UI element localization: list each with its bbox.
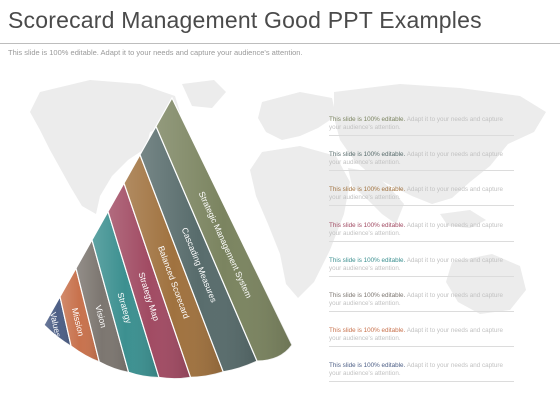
note-item: This slide is 100% editable. Adapt it to… xyxy=(329,327,509,343)
note-item: This slide is 100% editable. Adapt it to… xyxy=(329,362,509,378)
note-text: Adapt it to your needs and capture your … xyxy=(329,292,503,307)
note-lead: This slide is 100% editable. xyxy=(329,186,406,194)
slide-title: Scorecard Management Good PPT Examples xyxy=(8,7,482,33)
note-divider xyxy=(329,311,514,312)
note-divider xyxy=(329,240,514,242)
title-divider xyxy=(0,43,560,44)
note-text: Adapt it to your needs and capture your … xyxy=(329,256,503,272)
cone-segment-shade-4 xyxy=(92,211,159,378)
note-text: Adapt it to your needs and capture your … xyxy=(329,151,503,167)
note-item: This slide is 100% editable. Adapt it to… xyxy=(329,151,509,167)
cone-segment-shade-8 xyxy=(156,98,292,362)
note-lead: This slide is 100% editable. xyxy=(329,221,406,229)
note-text: Adapt it to your needs and capture your … xyxy=(329,362,503,378)
note-text: Adapt it to your needs and capture your … xyxy=(329,116,503,131)
cone-segment-shade-3 xyxy=(76,239,129,373)
note-item: This slide is 100% editable. Adapt it to… xyxy=(329,116,509,132)
note-lead: This slide is 100% editable. xyxy=(329,327,406,335)
note-item: This slide is 100% editable. Adapt it to… xyxy=(329,257,509,273)
note-item: This slide is 100% editable. Adapt it to… xyxy=(329,292,509,308)
cone-segment-shade-5 xyxy=(108,183,191,379)
note-lead: This slide is 100% editable. xyxy=(329,151,406,159)
cone-segment-shade-7 xyxy=(140,126,258,372)
slide-subtitle: This slide is 100% editable. Adapt it to… xyxy=(8,48,303,57)
note-lead: This slide is 100% editable. xyxy=(329,116,406,123)
cone-segment-shade-2 xyxy=(60,268,100,362)
note-item: This slide is 100% editable. Adapt it to… xyxy=(329,186,509,202)
note-divider xyxy=(329,135,514,136)
note-item: This slide is 100% editable. Adapt it to… xyxy=(329,222,509,238)
cone-segment-shade-1 xyxy=(44,296,72,347)
note-text: Adapt it to your needs and capture your … xyxy=(329,327,503,343)
note-lead: This slide is 100% editable. xyxy=(329,362,406,370)
note-divider xyxy=(329,346,514,348)
note-divider xyxy=(329,381,514,383)
note-divider xyxy=(329,205,514,207)
note-lead: This slide is 100% editable. xyxy=(329,256,406,264)
note-text: Adapt it to your needs and capture your … xyxy=(329,221,503,237)
note-divider xyxy=(329,170,514,172)
note-lead: This slide is 100% editable. xyxy=(329,292,406,299)
note-divider xyxy=(329,275,514,277)
note-text: Adapt it to your needs and capture your … xyxy=(329,186,503,202)
cone-segment-shade-6 xyxy=(124,154,224,378)
